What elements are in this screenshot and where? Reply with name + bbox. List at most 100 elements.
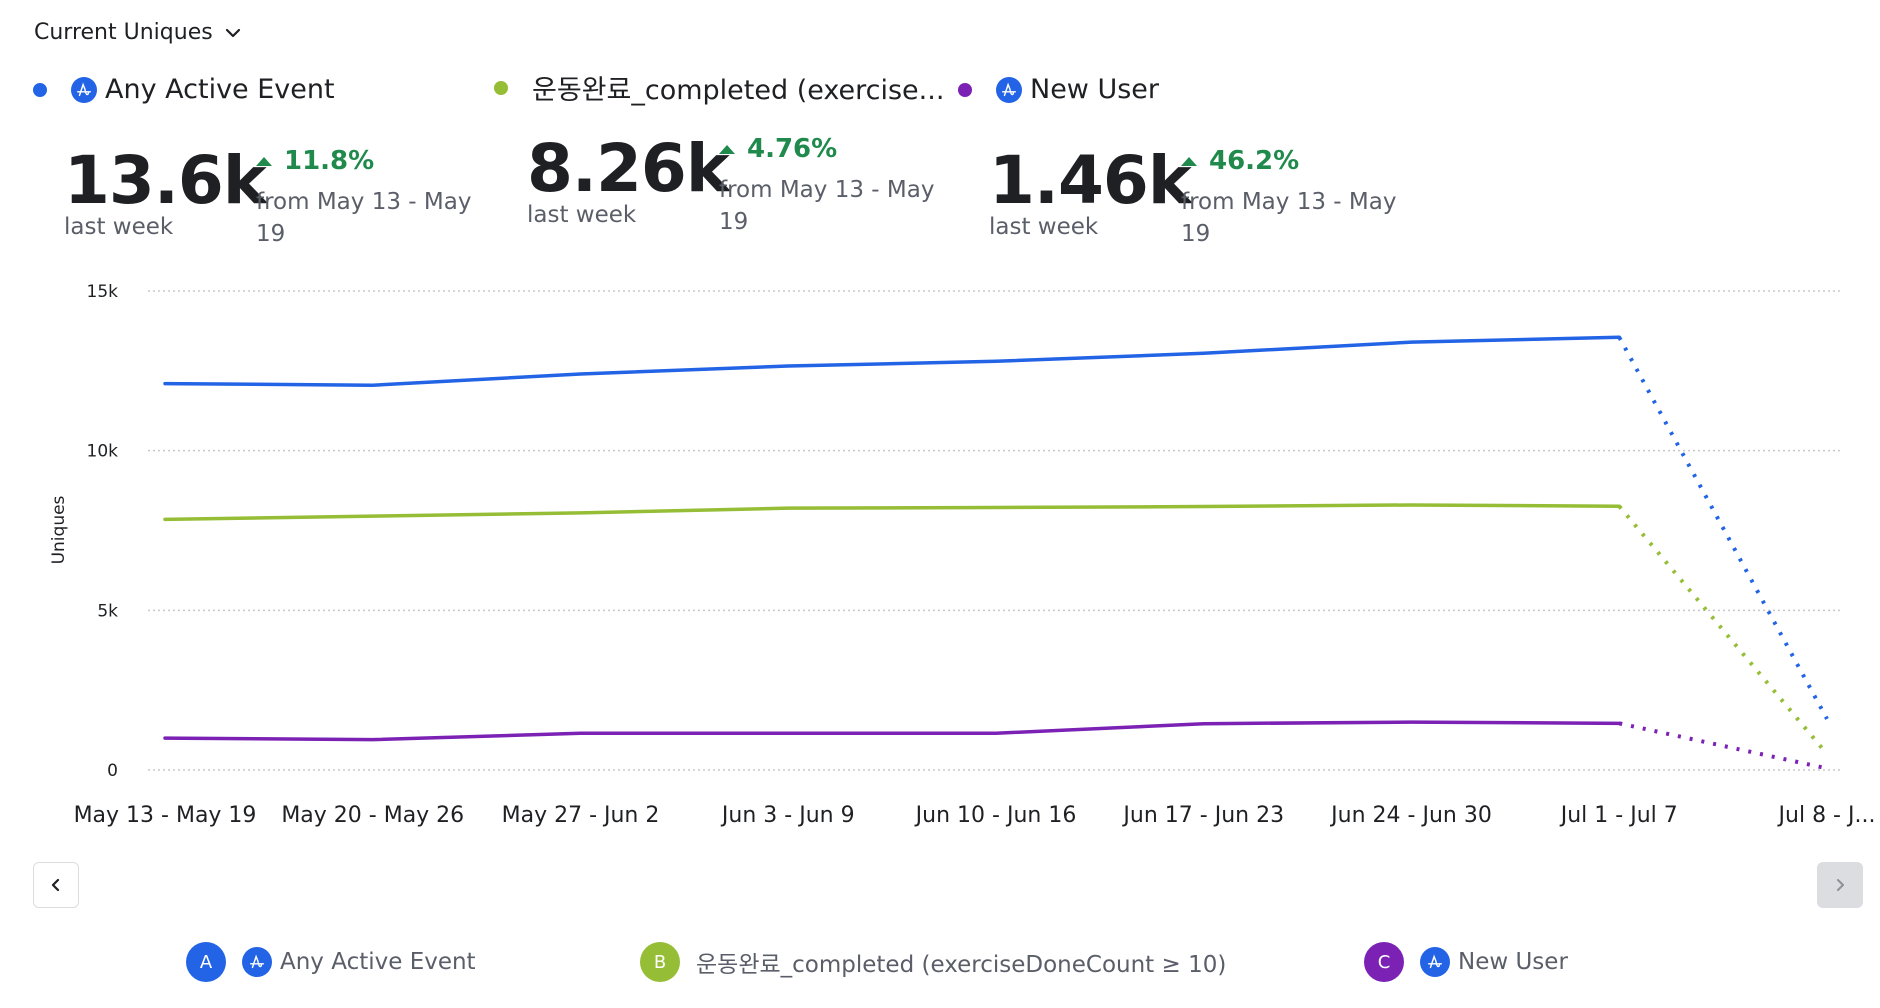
data-point[interactable] <box>575 368 587 380</box>
series-line-c[interactable] <box>159 716 1833 774</box>
y-tick-label: 0 <box>107 761 118 781</box>
series-name: Any Active Event <box>280 949 476 975</box>
data-point[interactable] <box>990 502 1002 514</box>
series-letter-badge: C <box>1364 942 1404 982</box>
kpi-value: 1.46k <box>989 142 1192 219</box>
data-point[interactable] <box>1821 713 1833 725</box>
data-point[interactable] <box>1613 500 1625 512</box>
legend-label: 운동완료_completed (exercise... <box>532 75 945 106</box>
series-color-dot <box>494 80 508 95</box>
series-line-a[interactable] <box>159 331 1833 725</box>
up-arrow-icon <box>256 156 272 166</box>
comparison-label: from May 13 - May 19 <box>256 189 472 247</box>
delta-value: 4.76% <box>747 134 838 164</box>
kpi-value: 8.26k <box>527 130 730 207</box>
data-point[interactable] <box>159 378 171 390</box>
amplitude-icon <box>71 76 97 103</box>
data-point[interactable] <box>1198 501 1210 513</box>
legend-item-a[interactable]: Any Active Event <box>33 74 335 105</box>
data-point[interactable] <box>159 732 171 744</box>
series-letter-badge: B <box>640 942 680 982</box>
y-axis-label: Uniques <box>49 495 69 564</box>
series-line-solid <box>163 335 1621 387</box>
x-tick-label: Jun 24 - Jun 30 <box>1329 803 1492 828</box>
comparison-label: from May 13 - May 19 <box>719 177 935 235</box>
delta-value: 46.2% <box>1209 146 1300 176</box>
data-point[interactable] <box>1406 499 1418 511</box>
data-point[interactable] <box>1198 347 1210 359</box>
series-line-solid <box>163 503 1621 522</box>
data-point[interactable] <box>1406 716 1418 728</box>
x-tick-label: Jun 3 - Jun 9 <box>720 803 855 828</box>
data-point[interactable] <box>1406 336 1418 348</box>
data-point[interactable] <box>1613 717 1625 729</box>
kpi-c: 1.46k last week <box>989 142 1192 241</box>
kpi-period: last week <box>64 214 174 240</box>
legend-item-b[interactable]: 운동완료_completed (exercise... <box>494 68 944 107</box>
y-tick-label: 10k <box>87 442 119 462</box>
chevron-right-icon <box>1837 879 1844 891</box>
next-page-button[interactable] <box>1817 862 1863 908</box>
series-row-b[interactable]: B 운동완료_completed (exerciseDoneCount ≥ 10… <box>640 942 1226 982</box>
previous-page-button[interactable] <box>33 862 79 908</box>
kpi-period: last week <box>989 214 1099 240</box>
data-point[interactable] <box>1821 762 1833 774</box>
kpi-c-delta: 46.2% from May 13 - May 19 <box>1181 146 1401 250</box>
delta-value: 11.8% <box>284 146 375 176</box>
kpi-period: last week <box>527 202 637 228</box>
chevron-left-icon <box>51 878 60 892</box>
amplitude-icon <box>242 947 272 977</box>
y-tick-label: 5k <box>97 601 118 621</box>
metric-selector-label: Current Uniques <box>34 20 213 45</box>
data-point[interactable] <box>782 360 794 372</box>
kpi-a: 13.6k last week <box>64 142 267 241</box>
kpi-b-delta: 4.76% from May 13 - May 19 <box>719 134 939 238</box>
series-line-incomplete <box>1617 504 1829 756</box>
data-point[interactable] <box>990 727 1002 739</box>
line-chart[interactable]: 0 5k 10k 15k Uniques May 13 - May 19 May 20 … <box>0 270 1880 840</box>
x-tick-label: Jul 1 - Jul 7 <box>1559 803 1678 828</box>
amplitude-icon <box>1420 947 1450 977</box>
up-arrow-icon <box>719 144 735 154</box>
series-row-a[interactable]: A Any Active Event <box>186 942 476 982</box>
series-color-dot <box>33 82 47 97</box>
data-point[interactable] <box>782 727 794 739</box>
series-line-incomplete <box>1617 336 1829 720</box>
data-point[interactable] <box>990 355 1002 367</box>
data-point[interactable] <box>575 727 587 739</box>
legend-label: Any Active Event <box>105 74 335 105</box>
amplitude-icon <box>996 76 1022 103</box>
series-name: 운동완료_completed (exerciseDoneCount ≥ 10) <box>696 952 1227 978</box>
kpi-a-delta: 11.8% from May 13 - May 19 <box>256 146 476 250</box>
series-color-dot <box>958 82 972 97</box>
x-tick-label: May 13 - May 19 <box>74 803 257 828</box>
data-point[interactable] <box>367 734 379 746</box>
series-line-solid <box>163 720 1621 742</box>
series-line-b[interactable] <box>159 499 1833 760</box>
kpi-value: 13.6k <box>64 142 267 219</box>
y-tick-label: 15k <box>87 282 119 302</box>
x-tick-label: May 20 - May 26 <box>281 803 464 828</box>
data-point[interactable] <box>575 507 587 519</box>
up-arrow-icon <box>1181 156 1197 166</box>
data-point[interactable] <box>1198 718 1210 730</box>
comparison-label: from May 13 - May 19 <box>1181 189 1397 247</box>
series-row-c[interactable]: C New User <box>1364 942 1568 982</box>
kpi-b: 8.26k last week <box>527 130 730 229</box>
data-point[interactable] <box>782 502 794 514</box>
data-point[interactable] <box>367 379 379 391</box>
x-tick-label: Jul 8 - J... <box>1777 803 1876 828</box>
series-letter-badge: A <box>186 942 226 982</box>
legend-item-c[interactable]: New User <box>958 74 1159 105</box>
data-point[interactable] <box>367 510 379 522</box>
x-tick-label: Jun 17 - Jun 23 <box>1121 803 1284 828</box>
data-point[interactable] <box>1821 748 1833 760</box>
data-point[interactable] <box>159 513 171 525</box>
series-name: New User <box>1458 949 1568 975</box>
series-line-incomplete <box>1618 721 1828 771</box>
x-tick-label: May 27 - Jun 2 <box>502 803 660 828</box>
legend-label: New User <box>1030 74 1160 105</box>
chevron-down-icon <box>225 28 240 37</box>
metric-selector[interactable]: Current Uniques <box>34 20 243 45</box>
data-point[interactable] <box>1613 331 1625 343</box>
